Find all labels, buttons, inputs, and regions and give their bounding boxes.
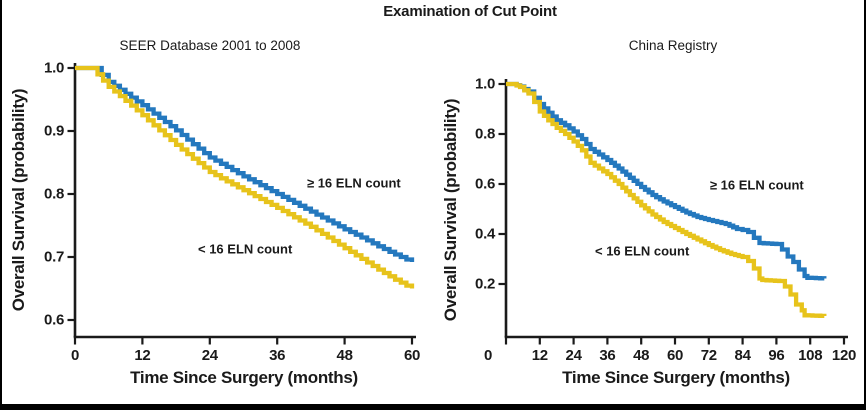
x-tick-label: 96 [768,347,785,364]
curve-label-ge16-china: ≥ 16 ELN count [709,177,804,193]
x-tick-label: 48 [633,347,650,364]
figure-bottom-bar [0,404,866,410]
x-tick-label: 36 [269,347,286,364]
figure-title: Examination of Cut Point [383,3,557,20]
survival-curve [506,81,827,281]
x-tick-label: 72 [700,347,717,364]
x-tick-label: 60 [403,347,421,364]
y-axis-title-china: Overall Survival (probability) [441,98,460,322]
x-tick-label: 36 [599,347,616,364]
x-axis-title-seer: Time Since Surgery (months) [130,368,358,387]
survival-curve [75,65,415,262]
x-tick-label: 48 [336,347,353,364]
curve-label-lt16-china: < 16 ELN count [595,243,690,259]
x-tick-label: 108 [798,347,823,364]
y-tick-label: 0.4 [475,225,495,243]
x-tick-label: 84 [734,347,751,364]
y-tick-label: 0.6 [475,175,495,193]
x-tick-label: 12 [134,347,151,364]
y-axis-title-seer: Overall Survival (probability) [9,88,28,312]
x-tick-label: 0 [483,347,493,364]
y-tick-label: 0.7 [44,248,64,266]
survival-curve [506,81,827,319]
figure-border-left [0,0,2,410]
x-axis-title-china: Time Since Surgery (months) [562,368,790,387]
figure-border-right [864,0,866,410]
panel-title-seer: SEER Database 2001 to 2008 [119,38,301,53]
x-tick-label: 120 [831,347,857,364]
x-tick-label: 24 [565,347,582,364]
y-tick-label: 0.2 [475,275,495,293]
y-tick-label: 0.8 [44,185,64,203]
y-tick-label: 1.0 [44,59,64,77]
x-tick-label: 0 [70,347,80,364]
y-tick-label: 1.0 [475,75,495,93]
survival-curve [75,65,415,289]
y-tick-label: 0.9 [44,122,64,140]
curve-label-lt16-seer: < 16 ELN count [198,241,293,257]
y-tick-label: 0.8 [475,125,495,143]
x-tick-label: 24 [201,347,218,364]
y-tick-label: 0.6 [44,311,64,329]
panel-title-china-registry: China Registry [628,38,718,53]
curve-label-ge16-seer: ≥ 16 ELN count [306,175,401,191]
x-tick-label: 12 [531,347,548,364]
x-tick-label: 60 [666,347,684,364]
